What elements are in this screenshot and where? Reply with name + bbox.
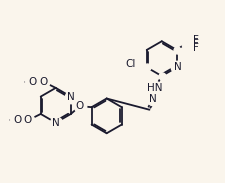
Text: N: N <box>52 118 59 128</box>
Text: F: F <box>192 39 198 49</box>
Text: O: O <box>75 101 84 111</box>
Text: O: O <box>24 115 32 125</box>
Text: O: O <box>29 76 37 87</box>
Text: O: O <box>39 76 47 87</box>
Text: F: F <box>192 43 198 53</box>
Text: N: N <box>149 94 156 104</box>
Text: HN: HN <box>146 83 162 93</box>
Text: F: F <box>192 35 198 45</box>
Text: N: N <box>173 62 181 72</box>
Text: O: O <box>14 115 22 125</box>
Text: N: N <box>67 92 74 102</box>
Text: Cl: Cl <box>125 59 135 69</box>
